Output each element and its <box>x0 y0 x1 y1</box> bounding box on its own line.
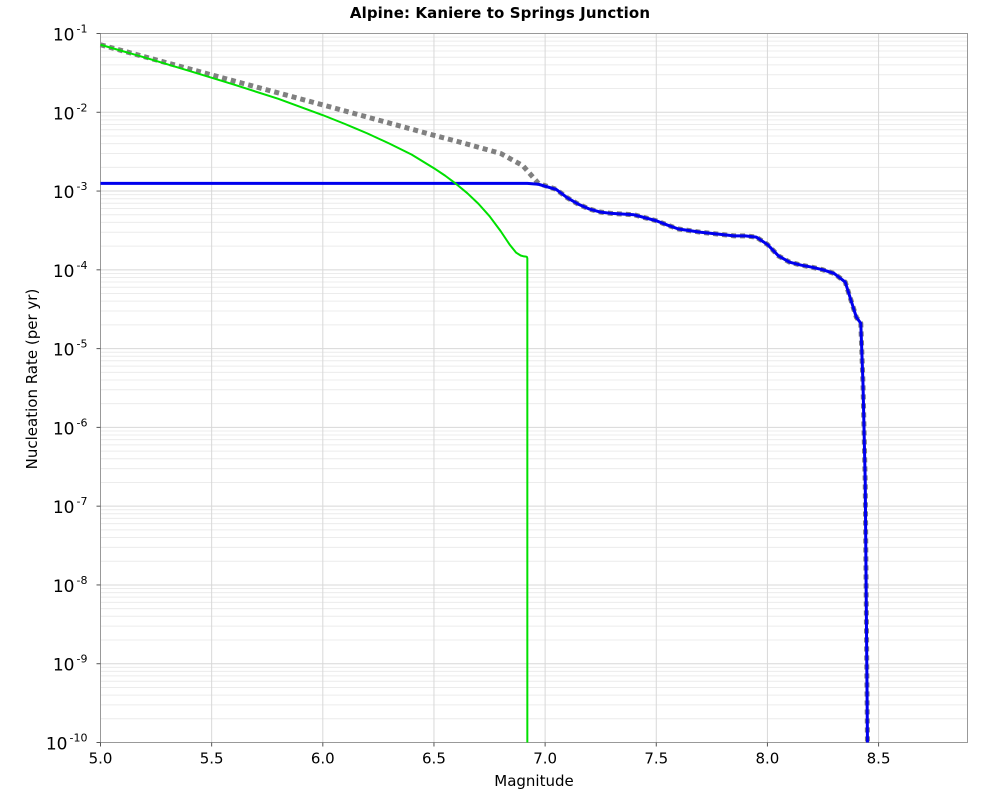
y-tick-label: 10 <box>53 577 75 597</box>
major-gridlines <box>100 33 968 743</box>
y-tick-label: 10 <box>46 735 68 755</box>
y-tick-exponent: -9 <box>77 653 88 666</box>
minor-gridlines <box>100 36 968 720</box>
series-gutenberg-richter-reference <box>99 42 870 743</box>
x-axis-label: Magnitude <box>494 772 574 790</box>
x-tick-label: 5.0 <box>89 750 113 768</box>
y-tick-exponent: -4 <box>77 259 88 272</box>
x-tick-label: 6.0 <box>311 750 335 768</box>
series-characteristic-model <box>100 181 869 743</box>
y-tick-exponent: -5 <box>77 338 88 351</box>
y-tick-label: 10 <box>53 26 75 46</box>
x-tick-label: 6.5 <box>422 750 446 768</box>
y-tick-exponent: -8 <box>77 574 88 587</box>
x-tick-label: 7.0 <box>533 750 557 768</box>
chart-title: Alpine: Kaniere to Springs Junction <box>349 4 651 22</box>
x-axis-ticks: 5.0 5.5 6.0 6.5 7.0 7.5 8.0 8.5 <box>89 742 891 768</box>
x-tick-label: 8.0 <box>755 750 779 768</box>
y-tick-label: 10 <box>53 419 75 439</box>
y-tick-exponent: -1 <box>77 23 88 36</box>
plot-frame <box>100 33 968 743</box>
y-tick-label: 10 <box>53 498 75 518</box>
y-tick-label: 10 <box>53 262 75 282</box>
series-tapered-gutenberg-richter <box>100 43 529 743</box>
x-tick-label: 8.5 <box>867 750 891 768</box>
x-tick-label: 5.5 <box>200 750 224 768</box>
y-tick-exponent: -10 <box>70 732 88 745</box>
y-tick-exponent: -6 <box>77 416 88 429</box>
y-tick-label: 10 <box>53 341 75 361</box>
y-tick-exponent: -7 <box>77 495 88 508</box>
y-tick-exponent: -3 <box>77 180 88 193</box>
y-axis-ticks: 10 -110 -210 -310 -410 -510 -610 -710 -810 -910 -1… <box>46 23 101 755</box>
y-tick-label: 10 <box>53 656 75 676</box>
x-tick-label: 7.5 <box>644 750 668 768</box>
y-tick-label: 10 <box>53 104 75 124</box>
vertical-gridlines <box>100 33 880 743</box>
y-tick-label: 10 <box>53 183 75 203</box>
data-series-layer <box>99 42 870 743</box>
y-tick-exponent: -2 <box>77 101 88 114</box>
